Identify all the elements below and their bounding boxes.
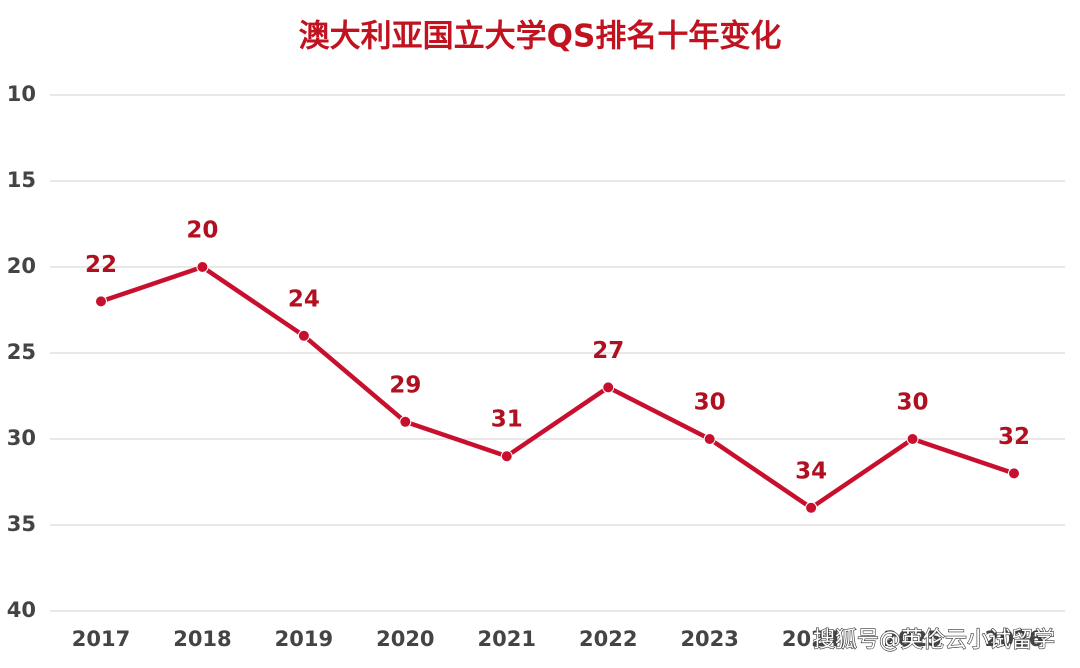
x-tick-label: 2018 (173, 627, 231, 651)
data-label: 30 (694, 390, 726, 416)
x-tick-label: 2025 (883, 627, 941, 651)
line (98, 264, 1017, 511)
x-tick-label: 2022 (579, 627, 637, 651)
point (805, 501, 818, 514)
data-label: 32 (998, 424, 1030, 450)
y-tick-label: 15 (7, 168, 36, 192)
y-tick-label: 25 (7, 340, 36, 364)
point (602, 381, 615, 394)
data-label: 27 (592, 338, 624, 364)
data-label: 31 (491, 407, 523, 433)
point (703, 433, 716, 445)
x-tick-label: 2021 (478, 627, 536, 651)
x-tick-label: 2023 (680, 627, 738, 651)
x-tick-label: 2026 (985, 627, 1043, 651)
y-tick-label: 40 (7, 598, 36, 622)
point (906, 433, 919, 445)
data-label: 34 (795, 458, 827, 484)
data-label: 30 (897, 390, 929, 416)
point (95, 295, 107, 308)
y-tick-label: 20 (7, 254, 36, 278)
point (1008, 467, 1020, 480)
data-label: 20 (186, 218, 218, 244)
point (399, 415, 412, 428)
watermark: 搜狐号@英伦云小试留学 (813, 628, 1055, 653)
data-label: 22 (85, 252, 117, 278)
y-tick-label: 10 (7, 82, 36, 106)
x-tick-label: 2020 (376, 627, 434, 651)
x-tick-label: 2024 (782, 627, 840, 651)
data-label: 29 (389, 372, 421, 398)
x-tick-label: 2017 (72, 627, 130, 651)
y-tick-label: 35 (7, 512, 36, 536)
point (500, 450, 513, 463)
y-tick-label: 30 (7, 426, 36, 450)
chart-title: 澳大利亚国立大学QS排名十年变化 (299, 19, 782, 55)
data-label: 24 (288, 286, 320, 312)
x-tick-label: 2019 (275, 627, 333, 651)
point (297, 329, 310, 342)
point (196, 261, 209, 273)
